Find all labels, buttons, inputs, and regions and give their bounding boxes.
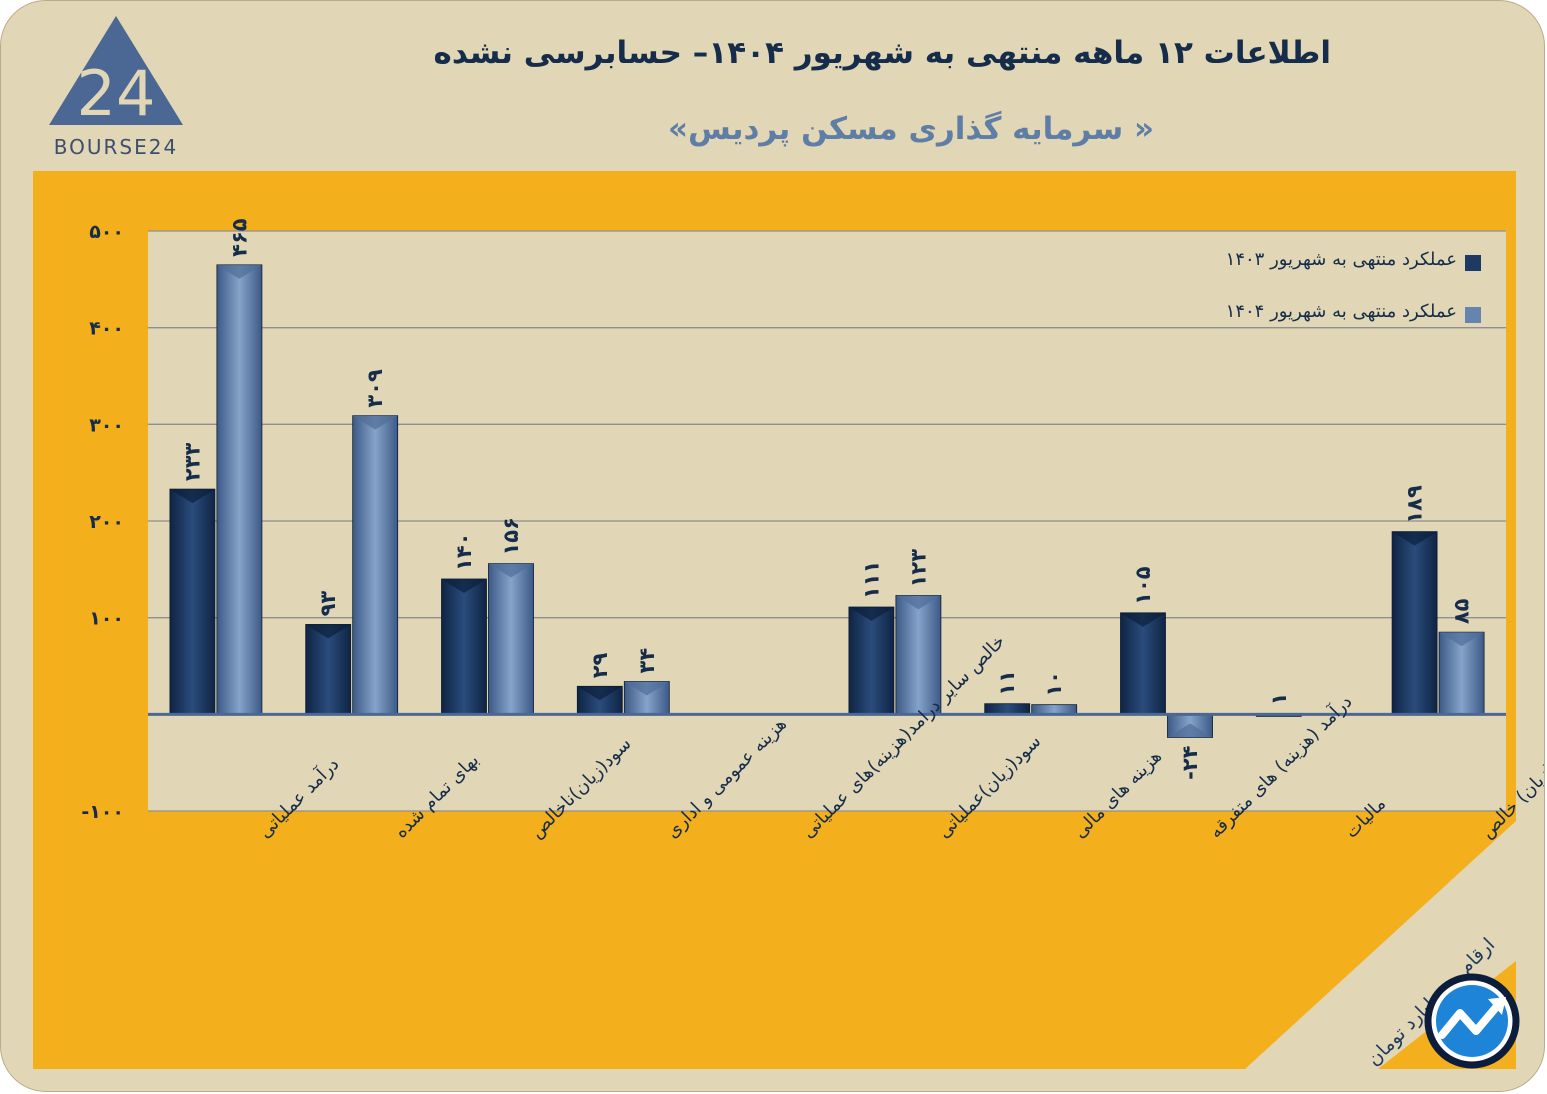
- bar-bevel: [305, 624, 351, 639]
- data-label: -۲۴: [1178, 745, 1202, 780]
- bourse24-logo: 24 BOURSE24: [31, 11, 201, 161]
- bar-group: [984, 703, 1031, 715]
- bar: [1391, 531, 1438, 715]
- y-tick-label: ۱۰۰: [89, 608, 124, 630]
- data-label: ۳۰۹: [363, 369, 387, 408]
- bar-group: [169, 488, 216, 715]
- bar-bevel: [895, 595, 941, 610]
- bar-bevel: [624, 681, 670, 696]
- bar-group: [441, 578, 487, 715]
- bar-bevel: [169, 489, 215, 504]
- data-label: ۱۰: [1042, 671, 1066, 697]
- legend-item-1403: عملکرد منتهی به شهریور ۱۴۰۳: [1141, 249, 1481, 277]
- logo-mark: 24: [77, 57, 156, 130]
- y-tick-label: ۵۰۰: [89, 221, 124, 243]
- legend-swatch-1403: [1465, 255, 1481, 271]
- data-label: ۳۴: [635, 648, 659, 674]
- legend-swatch-1404: [1465, 307, 1481, 323]
- data-label: ۱۰۵: [1131, 566, 1155, 605]
- legend-label-1403: عملکرد منتهی به شهریور ۱۴۰۳: [1225, 249, 1457, 270]
- bar-group: [216, 264, 263, 715]
- data-label: ۱۲۳: [906, 549, 930, 588]
- bar-bevel: [1439, 632, 1485, 647]
- data-label: ۱۱۱: [859, 561, 883, 599]
- bar-group: [1391, 531, 1438, 715]
- chart-subtitle: « سرمایه گذاری مسکن پردیس»: [667, 111, 1155, 147]
- data-label: ۲۳۳: [180, 442, 204, 481]
- bar: [895, 595, 942, 715]
- bar: [488, 563, 534, 715]
- bar-bevel: [1167, 723, 1213, 738]
- bar: [216, 264, 263, 715]
- legend-item-1404: عملکرد منتهی به شهریور ۱۴۰۴: [1141, 301, 1481, 329]
- bar-bevel: [441, 579, 487, 593]
- data-label: ۱: [1267, 693, 1291, 706]
- bar: [169, 488, 216, 715]
- bar-bevel: [1120, 612, 1166, 627]
- data-label: ۱۱: [995, 670, 1019, 696]
- bar: [352, 415, 399, 715]
- bar-group: [623, 681, 670, 715]
- bar-group: [305, 624, 352, 715]
- bar: [984, 703, 1031, 715]
- y-tick-label: -۱۰۰: [81, 801, 124, 823]
- y-tick-label: ۴۰۰: [89, 318, 124, 340]
- bar: [848, 606, 895, 715]
- bar-bevel: [488, 563, 534, 578]
- bar: [1120, 612, 1166, 715]
- data-label: ۴۶۵: [227, 218, 251, 257]
- bar-bevel: [848, 607, 894, 622]
- bar-group: [1120, 612, 1166, 715]
- chart-title: اطلاعات ۱۲ ماهه منتهی به شهریور ۱۴۰۴– حس…: [433, 35, 1331, 71]
- trend-arrow-icon: [1424, 973, 1520, 1069]
- bar-group: [576, 685, 623, 715]
- bar-bevel: [216, 264, 262, 279]
- data-label: ۸۵: [1450, 598, 1474, 624]
- bar-bevel: [577, 686, 623, 701]
- data-label: ۲۹: [588, 652, 612, 678]
- y-tick-label: ۲۰۰: [89, 511, 124, 533]
- bar-group: [1167, 713, 1213, 738]
- logo-triangle-icon: 24: [49, 16, 183, 130]
- bar-group: [848, 606, 895, 715]
- bar-group: [488, 563, 534, 715]
- bar: [441, 578, 487, 715]
- legend-label-1404: عملکرد منتهی به شهریور ۱۴۰۴: [1225, 301, 1457, 322]
- bar-group: [895, 595, 942, 715]
- bar-bevel: [352, 415, 398, 430]
- data-label: ۹۳: [316, 591, 340, 617]
- y-tick-label: ۳۰۰: [89, 414, 124, 436]
- bar-group: [352, 415, 399, 715]
- data-label: ۱۸۹: [1403, 485, 1427, 524]
- bar-bevel: [1392, 531, 1438, 546]
- data-label: ۱۵۶: [499, 517, 523, 555]
- logo-text: BOURSE24: [53, 135, 179, 159]
- data-label: ۱۴۰: [452, 533, 476, 571]
- bar-group: [1438, 631, 1485, 715]
